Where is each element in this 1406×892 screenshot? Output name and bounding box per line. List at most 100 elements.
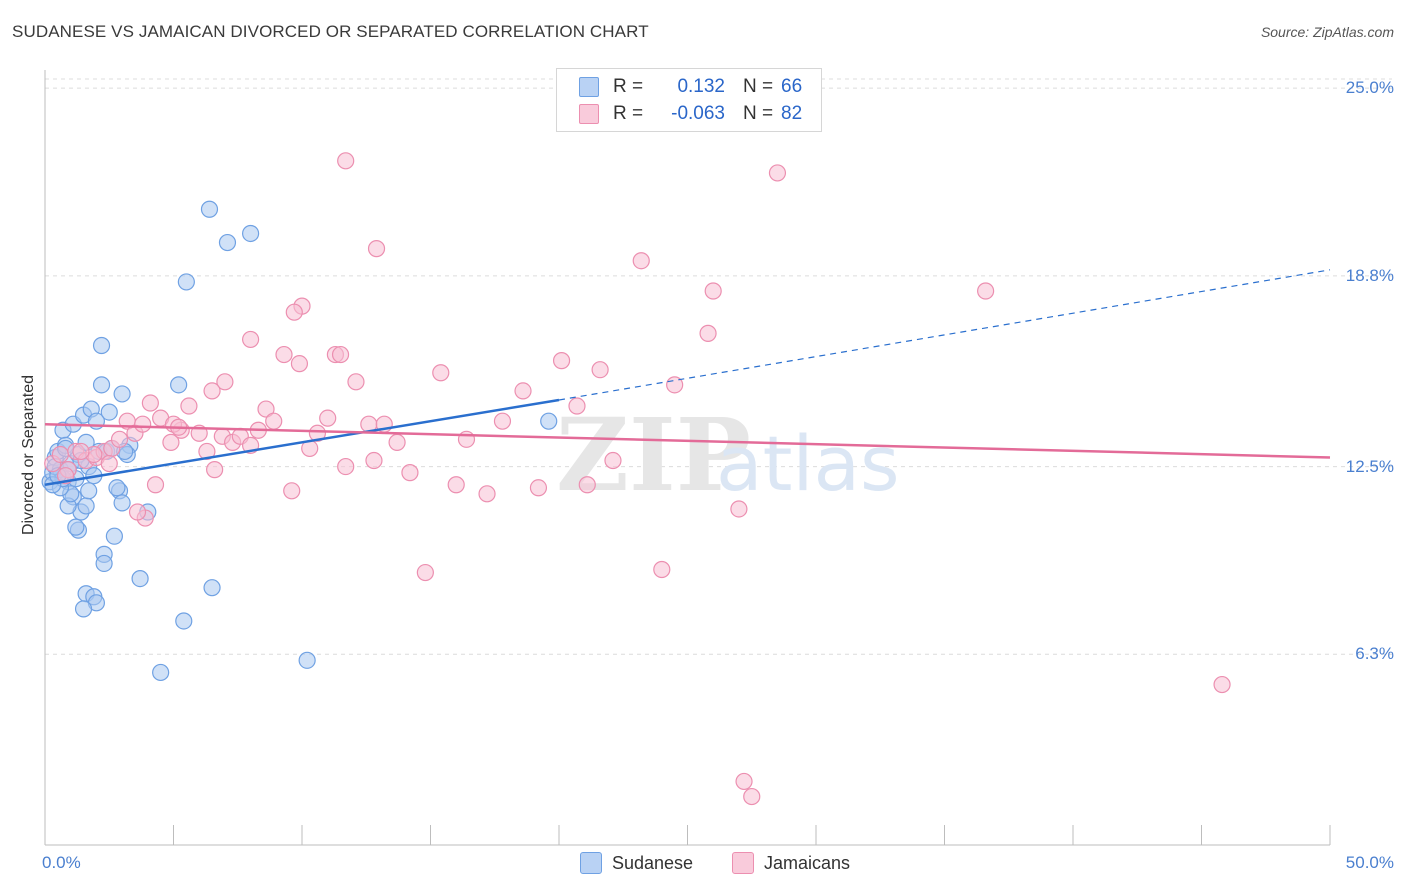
- y-tick-label: 12.5%: [1345, 456, 1394, 476]
- jamaicans-point: [653, 560, 671, 579]
- source-label: Source: ZipAtlas.com: [1260, 24, 1394, 40]
- jamaicans-point: [704, 282, 722, 300]
- y-tick-label: 6.3%: [1355, 644, 1394, 664]
- jamaicans-point: [591, 361, 609, 379]
- sudanese-legend-swatch: [580, 852, 602, 874]
- sudanese-point: [540, 412, 558, 430]
- jamaicans-point: [146, 476, 165, 494]
- jamaicans-point: [72, 442, 90, 461]
- jamaicans-point: [198, 442, 216, 461]
- sudanese-point: [242, 224, 260, 243]
- jamaicans-point: [100, 454, 118, 473]
- sudanese-point: [218, 233, 237, 252]
- jamaicans-point: [416, 563, 434, 582]
- legend-item-jamaicans: Jamaicans: [732, 852, 850, 874]
- jamaicans-point: [257, 400, 275, 418]
- jamaicans-point: [180, 397, 198, 415]
- legend-row-sudanese: R = 0.132 N = 66: [579, 75, 802, 99]
- watermark-atlas: atlas: [716, 419, 900, 508]
- jamaicans-point: [110, 430, 129, 448]
- jamaicans-point: [699, 324, 717, 342]
- jamaicans-point: [203, 382, 221, 400]
- jamaicans-point: [285, 303, 303, 321]
- sudanese-point: [131, 569, 149, 588]
- sudanese-point: [108, 479, 126, 497]
- jamaicans-point: [493, 412, 512, 430]
- jamaicans-point: [216, 373, 234, 391]
- sudanese-point: [177, 273, 195, 291]
- n-label: N =: [743, 76, 774, 97]
- n-value: 66: [781, 76, 803, 97]
- r-value: 0.132: [677, 76, 725, 97]
- x-tick-label-min: 0.0%: [42, 853, 81, 872]
- jamaicans-point: [401, 464, 419, 482]
- jamaicans-point: [242, 330, 260, 349]
- sudanese-point: [80, 482, 98, 500]
- jamaicans-point: [432, 364, 450, 382]
- sudanese-point: [152, 663, 170, 682]
- jamaicans-point: [51, 445, 70, 464]
- jamaicans-point: [529, 479, 548, 497]
- x-tick-label-max: 50.0%: [1345, 853, 1394, 872]
- jamaicans-point: [275, 345, 293, 364]
- jamaicans-point: [347, 373, 365, 391]
- sudanese-point: [200, 200, 219, 218]
- watermark-zip: ZIP: [556, 396, 751, 514]
- jamaicans-point: [735, 772, 753, 791]
- n-value: 82: [781, 103, 803, 124]
- jamaicans-point: [283, 482, 301, 500]
- sudanese-point: [74, 600, 93, 618]
- jamaicans-trend-line: [44, 422, 1331, 459]
- sudanese-point: [113, 385, 131, 403]
- jamaicans-point: [319, 409, 337, 427]
- jamaicans-point: [552, 352, 571, 370]
- jamaicans-point: [265, 412, 283, 430]
- jamaicans-point: [977, 282, 995, 300]
- jamaicans-point: [367, 240, 386, 258]
- jamaicans-legend-swatch: [732, 852, 754, 874]
- jamaicans-point: [365, 451, 383, 470]
- sudanese-trend-line: [44, 398, 560, 486]
- legend-item-sudanese: Sudanese: [580, 852, 693, 874]
- n-label: N =: [743, 103, 774, 124]
- sudanese-legend-label: Sudanese: [612, 852, 694, 873]
- sudanese-swatch: [579, 77, 599, 97]
- sudanese-point: [67, 518, 85, 536]
- jamaicans-point: [337, 457, 355, 476]
- sudanese-point: [105, 527, 123, 545]
- jamaicans-point: [478, 485, 496, 503]
- jamaicans-point: [290, 355, 309, 373]
- sudanese-point: [95, 554, 113, 573]
- r-label: R =: [613, 103, 644, 124]
- y-tick-label: 25.0%: [1345, 78, 1394, 98]
- r-value: -0.063: [671, 103, 725, 124]
- sudanese-trend-line-extension: [558, 269, 1331, 401]
- jamaicans-point: [388, 433, 406, 451]
- jamaicans-point: [308, 424, 327, 442]
- sudanese-point: [170, 376, 188, 394]
- jamaicans-point: [578, 476, 596, 494]
- jamaicans-swatch: [579, 104, 599, 124]
- sudanese-point: [77, 497, 95, 515]
- sudanese-point: [113, 494, 131, 512]
- sudanese-point: [298, 651, 316, 669]
- jamaicans-point: [604, 451, 622, 470]
- jamaicans-point: [743, 787, 761, 806]
- jamaicans-legend-label: Jamaicans: [764, 852, 851, 873]
- jamaicans-point: [730, 500, 748, 518]
- jamaicans-point: [632, 252, 650, 270]
- jamaicans-point: [128, 503, 147, 521]
- sudanese-point: [175, 612, 193, 630]
- sudanese-point: [100, 403, 118, 421]
- jamaicans-point: [337, 152, 355, 170]
- jamaicans-point: [134, 415, 152, 433]
- legend-row-jamaicans: R = -0.063 N = 82: [579, 102, 802, 126]
- jamaicans-point: [141, 394, 159, 412]
- jamaicans-point: [162, 433, 180, 451]
- jamaicans-point: [514, 382, 532, 400]
- sudanese-point: [203, 579, 221, 597]
- r-label: R =: [613, 76, 644, 97]
- jamaicans-point: [768, 164, 787, 182]
- y-tick-label: 18.8%: [1345, 265, 1394, 285]
